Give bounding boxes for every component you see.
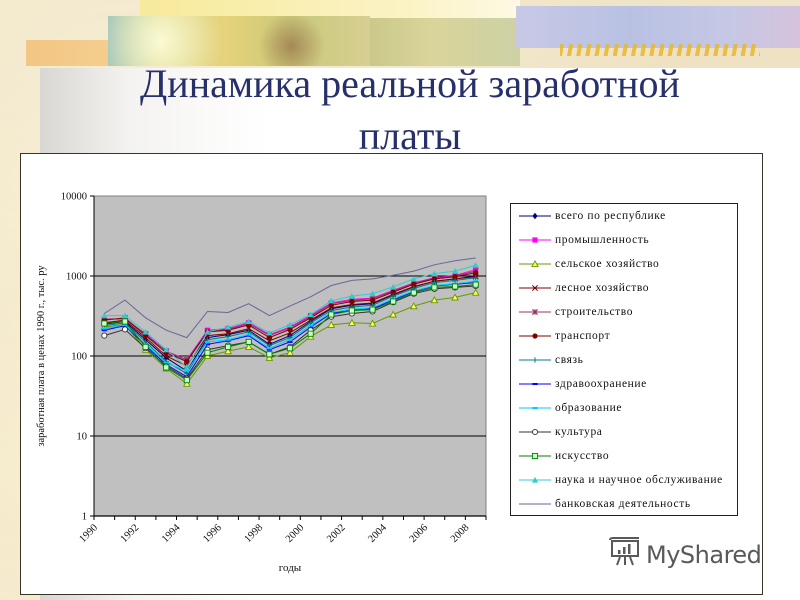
legend-swatch-icon <box>519 503 551 505</box>
legend-label: здравоохранение <box>555 378 647 390</box>
series-12 <box>104 257 476 339</box>
slide-title-line-2: платы <box>358 113 462 158</box>
decor-band-green <box>370 18 520 66</box>
x-tick-label: 2000 <box>284 522 307 545</box>
decor-autumn-leaves <box>108 16 370 66</box>
legend-label: лесное хозяйство <box>555 282 650 294</box>
legend-item: здравоохранение <box>511 374 737 394</box>
slide-title-line-1: Динамика реальной заработной <box>140 61 680 106</box>
x-tick-label: 2004 <box>366 522 389 545</box>
y-tick-label: 10000 <box>61 192 87 203</box>
legend-item: промышленность <box>511 230 737 250</box>
legend-item: банковская деятельность <box>511 494 737 514</box>
chart-legend: всего по республике промышленность сельско… <box>510 203 738 516</box>
decor-wheat-ear <box>560 44 760 56</box>
legend-item: образование <box>511 398 737 418</box>
slide-title: Динамика реальной заработной платы <box>60 58 760 162</box>
legend-item: строительство <box>511 302 737 322</box>
gridlines <box>94 275 486 437</box>
decor-band-blue-flowers <box>516 6 800 48</box>
x-tick-label: 1992 <box>119 522 142 545</box>
legend-label: строительство <box>555 306 634 318</box>
y-axis-title: заработная плата в ценах 1990 г., тыс. р… <box>36 265 47 447</box>
x-tick-label: 2006 <box>408 522 431 545</box>
legend-item: связь <box>511 350 737 370</box>
legend-label: культура <box>555 426 603 438</box>
legend-label: банковская деятельность <box>555 498 691 510</box>
x-tick-label: 1990 <box>77 522 100 545</box>
legend-item: сельское хозяйство <box>511 254 737 274</box>
series-11 <box>101 261 479 371</box>
legend-label: искусство <box>555 450 610 462</box>
watermark: MyShared <box>608 537 762 572</box>
legend-item: культура <box>511 422 737 442</box>
legend-swatch-icon <box>519 259 551 268</box>
legend-label: образование <box>555 402 623 414</box>
legend-label: связь <box>555 354 584 366</box>
series-lines <box>100 257 480 387</box>
legend-swatch-icon <box>519 212 551 220</box>
series-10 <box>101 281 479 384</box>
decor-band-yellow <box>140 0 520 20</box>
legend-swatch-icon <box>519 407 551 409</box>
legend-swatch-icon <box>519 383 551 385</box>
legend-label: транспорт <box>555 330 611 342</box>
x-tick-label: 1994 <box>160 522 183 545</box>
x-tick-label: 1998 <box>243 522 266 545</box>
legend-item: наука и научное обслуживание <box>511 470 737 490</box>
legend-swatch-icon <box>519 452 551 460</box>
y-tick-label: 100 <box>71 352 87 363</box>
y-tick-label: 10 <box>77 432 88 443</box>
y-tick-label: 1 <box>82 512 87 523</box>
legend-swatch-icon <box>519 237 551 243</box>
watermark-text: MyShared <box>646 540 762 569</box>
legend-label: всего по республике <box>555 210 666 222</box>
legend-swatch-icon <box>519 476 551 483</box>
presentation-board-icon <box>608 537 642 572</box>
legend-swatch-icon <box>519 333 551 339</box>
legend-item: лесное хозяйство <box>511 278 737 298</box>
x-tick-label: 1996 <box>201 522 224 545</box>
legend-label: наука и научное обслуживание <box>555 474 723 486</box>
series-line <box>104 257 476 339</box>
x-axis-title: годы <box>279 562 302 574</box>
legend-item: транспорт <box>511 326 737 346</box>
legend-swatch-icon <box>519 285 551 291</box>
legend-item: искусство <box>511 446 737 466</box>
legend-label: сельское хозяйство <box>555 258 660 270</box>
legend-swatch-icon <box>519 357 551 363</box>
legend-swatch-icon <box>519 428 551 436</box>
x-tick-label: 2008 <box>449 522 472 545</box>
y-tick-label: 1000 <box>66 272 87 283</box>
x-tick-label: 2002 <box>325 522 348 545</box>
series-5 <box>101 270 479 365</box>
legend-label: промышленность <box>555 234 650 246</box>
legend-item: всего по республике <box>511 206 737 226</box>
legend-swatch-icon <box>519 308 551 316</box>
